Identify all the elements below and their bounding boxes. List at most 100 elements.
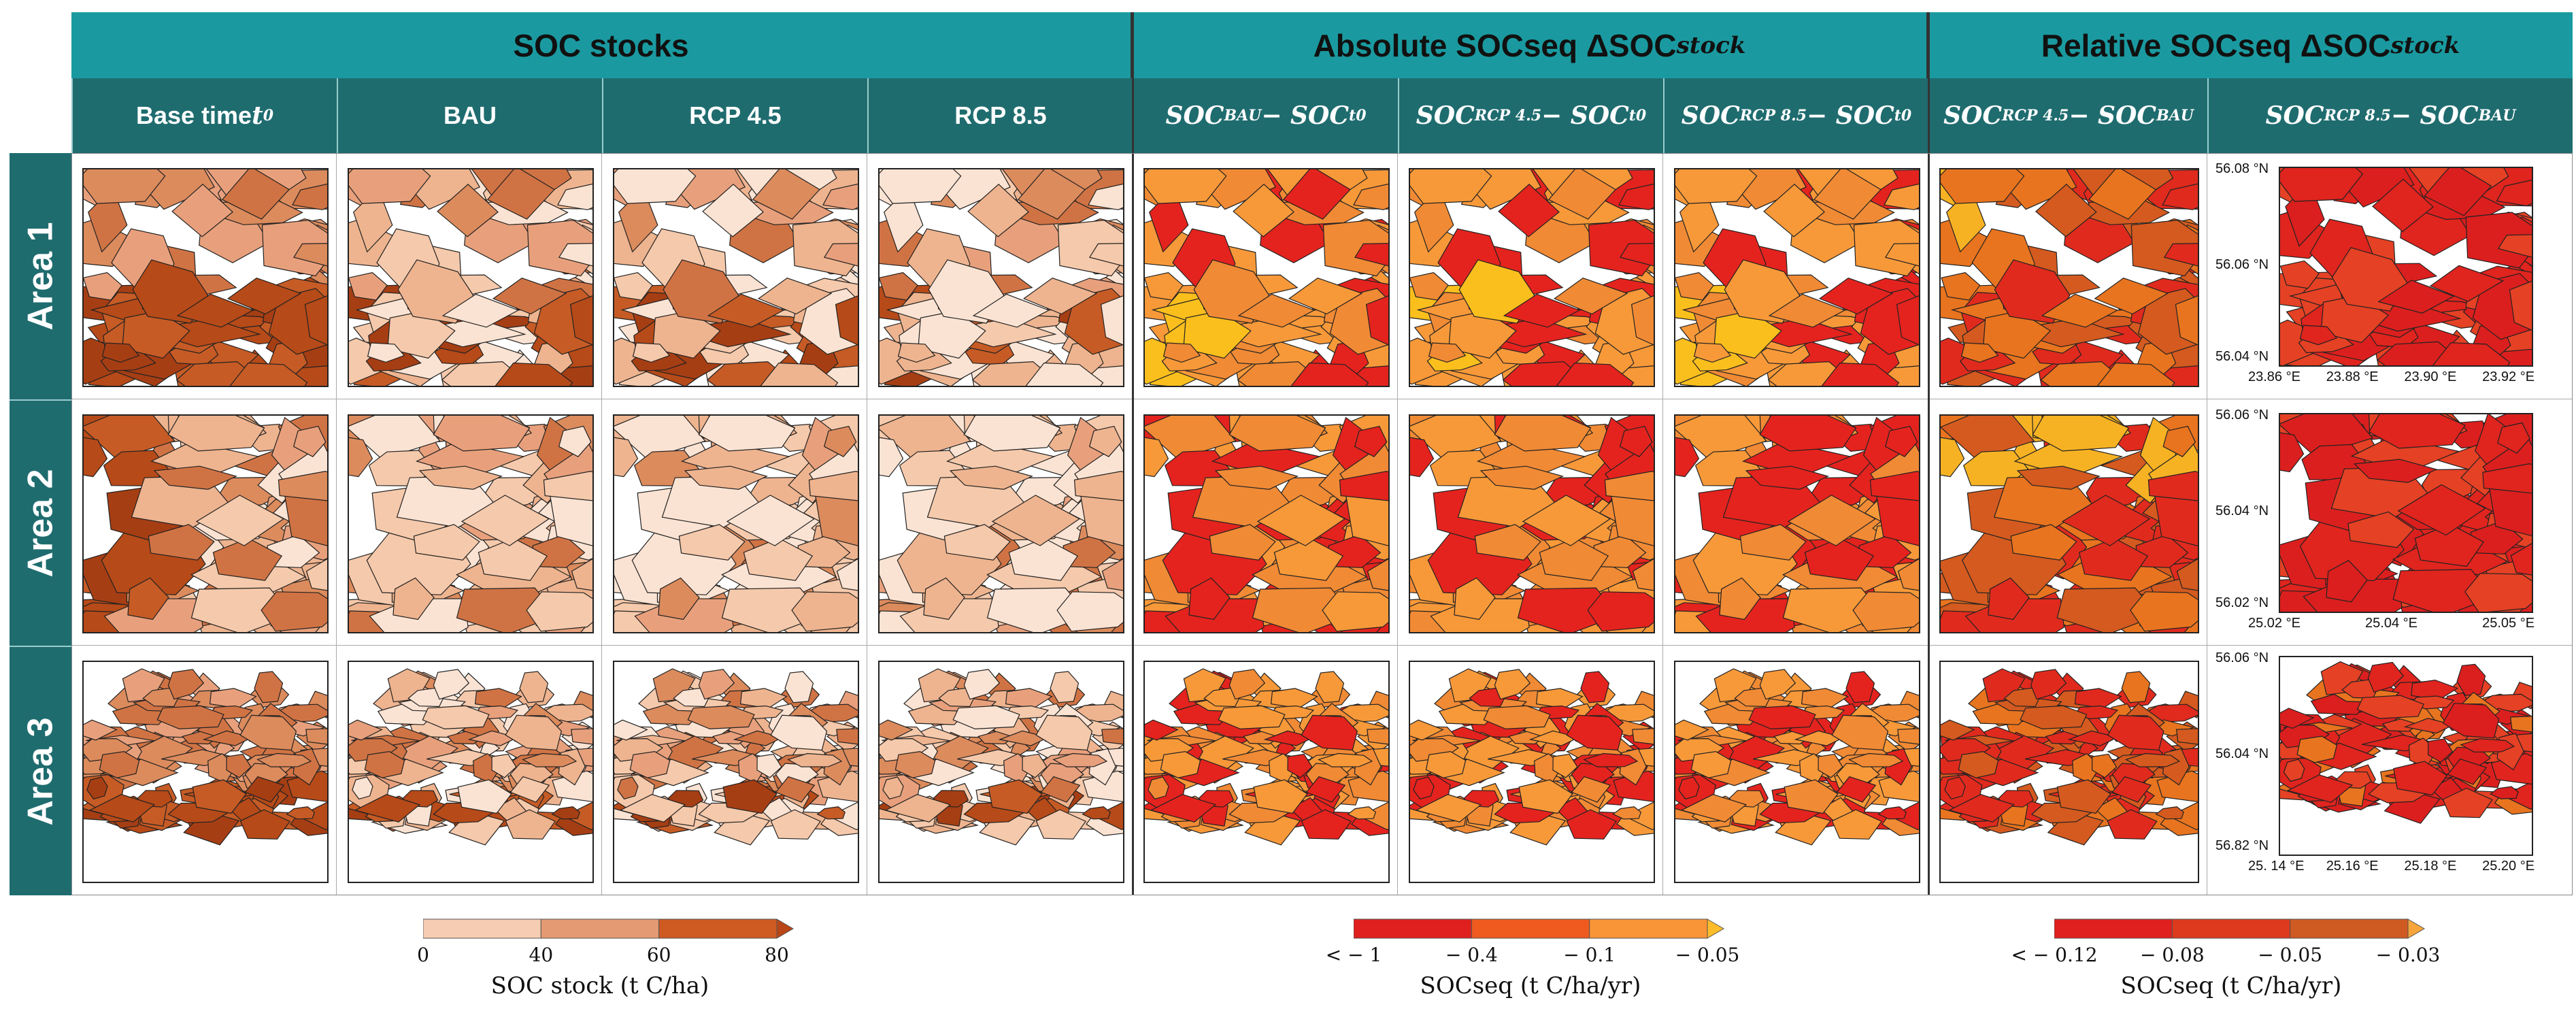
map-area3-parcel (2091, 753, 2118, 778)
map-area3-parcel (1367, 728, 1388, 745)
column-header-8: SOC RCP 4.5 − SOC BAU (1928, 78, 2207, 153)
map-area1-parcel (132, 259, 209, 324)
map-area3-parcel (1305, 776, 1346, 803)
map-frame (613, 661, 859, 883)
map-area2-parcel (413, 524, 480, 561)
map-area3-parcel (571, 728, 592, 745)
map-area3-parcel (2074, 688, 2122, 709)
map-area3-parcel (2156, 770, 2198, 803)
map-area3-parcel (882, 776, 904, 800)
map-area1-parcel (1503, 293, 1581, 328)
map-area1-svg (1410, 169, 1654, 386)
map-area2-parcel (2482, 463, 2532, 494)
map-area2-parcel (791, 591, 858, 632)
map-area1-svg (2280, 168, 2532, 365)
longitude-label: 25.18 °E (2404, 859, 2457, 874)
map-area2-svg (349, 416, 592, 632)
map-area2-parcel (2032, 416, 2130, 452)
map-area2-svg (2280, 414, 2532, 612)
map-area3-parcel (2107, 714, 2164, 751)
map-area3-parcel (1301, 809, 1352, 840)
map-area1-svg (349, 169, 592, 386)
map-area3-parcel (522, 752, 578, 767)
map-area3-parcel (305, 728, 327, 745)
column-header-math: − SOC (1807, 101, 1894, 130)
map-area1-parcel (1365, 295, 1388, 346)
map-area2-parcel (2497, 422, 2530, 454)
map-area3-parcel (99, 750, 140, 778)
longitude-label: 23.88 °E (2326, 369, 2379, 384)
longitude-label: 23.86 °E (2248, 369, 2301, 384)
map-area3-parcel (1784, 779, 1839, 814)
map-area1-parcel (2040, 361, 2123, 386)
latitude-label: 56.06 °N (2215, 408, 2269, 422)
map-area1-parcel (367, 342, 405, 363)
column-header-3: RCP 4.5 (602, 78, 867, 153)
colorbar-svg (2054, 918, 2425, 939)
map-area3-parcel (1818, 753, 1843, 778)
colorbar-tick-label: − 0.05 (1675, 944, 1740, 966)
map-area3-parcel (2056, 779, 2111, 814)
map-area2-svg (84, 416, 327, 632)
map-area3-parcel (2490, 786, 2519, 799)
column-header-math: SOC (1165, 101, 1224, 130)
map-area3-parcel (1052, 752, 1108, 767)
map-area2-parcel (1782, 587, 1885, 632)
map-area1-parcel (1763, 183, 1825, 237)
map-area1-parcel (1884, 183, 1919, 210)
map-area1-parcel (702, 183, 764, 237)
map-area2-parcel (1088, 425, 1122, 457)
map-area1-parcel (2429, 265, 2505, 302)
map-area1-parcel (1813, 169, 1881, 220)
map-area2-parcel (1804, 537, 1875, 581)
map-area3-parcel (698, 669, 735, 700)
group-header-sub: stock (2390, 31, 2460, 59)
map-area2-parcel (261, 591, 327, 632)
map-area2-parcel (418, 465, 503, 490)
map-area1-parcel (558, 243, 592, 267)
group-header-sub: stock (1676, 31, 1746, 59)
map-area2-parcel (1322, 591, 1388, 632)
map-cell-area3-col9: 56.06 °N 56.04 °N 56.82 °N 25. 14 °E 25.16 °… (2207, 646, 2573, 895)
colorbar-arrow (1707, 918, 1724, 939)
map-area3-parcel (1425, 750, 1467, 778)
map-area3-parcel (2447, 758, 2488, 785)
colorbar-title: SOCseq (t C/ha/yr) (2120, 972, 2342, 999)
latitude-label: 56.08 °N (2215, 161, 2269, 176)
map-area2-parcel (2392, 569, 2495, 612)
map-area2-parcel (148, 524, 215, 561)
map-area1-parcel (2424, 168, 2492, 216)
map-area1-parcel (1288, 278, 1363, 315)
map-area1-parcel (822, 183, 858, 210)
map-cell-area3-col1 (71, 646, 337, 895)
column-header-math: − SOC (1541, 101, 1629, 130)
map-area2-parcel (1454, 577, 1496, 620)
map-cell-area1-col5 (1133, 153, 1398, 399)
map-area2-parcel (2061, 495, 2151, 546)
map-area3-parcel (817, 770, 858, 802)
row-header-area-1: Area 1 (10, 153, 71, 399)
map-area3-parcel (239, 809, 291, 840)
map-area2-parcel (2078, 537, 2149, 581)
map-cell-area3-col6 (1398, 646, 1663, 895)
map-area3-parcel (1690, 750, 1732, 778)
column-header-sub: BAU (2156, 107, 2194, 125)
map-area1-svg (1675, 169, 1919, 386)
longitude-label: 25.20 °E (2482, 859, 2535, 874)
map-area1-parcel (1410, 272, 1449, 301)
map-area3-svg (349, 668, 592, 846)
map-area3-parcel (884, 794, 952, 823)
grid-outer-border (71, 153, 2573, 895)
map-area1-parcel (2280, 168, 2364, 202)
map-area2-parcel (1745, 465, 1830, 490)
colorbar-1: 0 40 60 80 SOC stock (t C/ha) (417, 918, 804, 1006)
map-frame (2279, 656, 2533, 856)
column-header-math: SOC (2265, 101, 2324, 130)
map-area3-parcel (1566, 809, 1618, 840)
map-cell-area3-col5 (1133, 646, 1398, 895)
map-area3-parcel (1535, 688, 1584, 709)
map-area3-parcel (1253, 779, 1308, 814)
map-area3-parcel (1571, 776, 1611, 803)
map-area1-parcel (1630, 295, 1654, 346)
map-area2-parcel (84, 437, 108, 478)
